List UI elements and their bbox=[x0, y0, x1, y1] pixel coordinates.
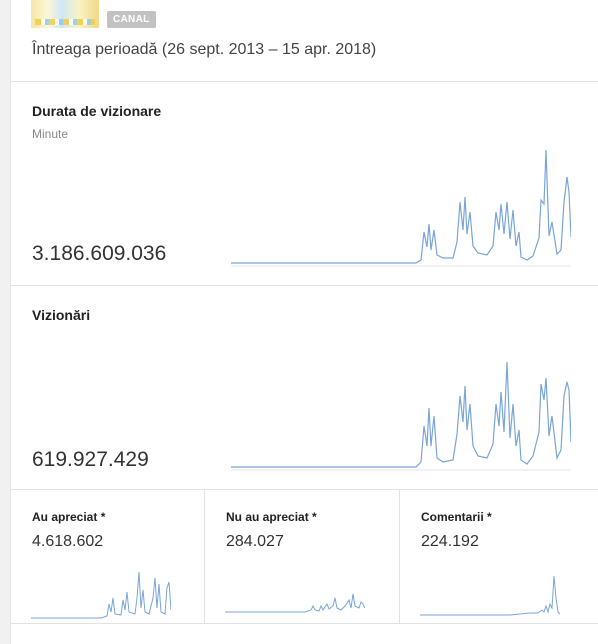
views-sparkline bbox=[231, 361, 571, 471]
dislikes-value: 284.027 bbox=[226, 533, 284, 550]
watch-time-sparkline bbox=[231, 149, 571, 267]
comments-value: 224.192 bbox=[421, 533, 479, 550]
dislikes-panel[interactable]: Nu au apreciat * 284.027 bbox=[205, 490, 400, 624]
dislikes-title: Nu au apreciat * bbox=[226, 510, 317, 524]
dislikes-sparkline bbox=[225, 593, 365, 613]
likes-panel[interactable]: Au apreciat * 4.618.602 bbox=[11, 490, 205, 624]
date-range[interactable]: Întreaga perioadă (26 sept. 2013 – 15 ap… bbox=[32, 41, 377, 58]
comments-sparkline bbox=[420, 575, 560, 616]
views-value: 619.927.429 bbox=[32, 448, 149, 471]
likes-sparkline bbox=[31, 571, 171, 619]
channel-badge: CANAL bbox=[107, 11, 156, 28]
watch-time-unit: Minute bbox=[32, 127, 69, 141]
channel-thumbnail[interactable] bbox=[31, 0, 99, 28]
comments-title: Comentarii * bbox=[421, 510, 492, 524]
likes-value: 4.618.602 bbox=[32, 533, 104, 550]
engagement-row: Au apreciat * 4.618.602 Nu au apreciat *… bbox=[11, 490, 598, 624]
comments-panel[interactable]: Comentarii * 224.192 bbox=[400, 490, 598, 624]
watch-time-value: 3.186.609.036 bbox=[32, 242, 167, 265]
views-title: Vizionări bbox=[32, 307, 91, 323]
watch-time-panel[interactable]: Durata de vizionare Minute 3.186.609.036 bbox=[11, 82, 598, 286]
views-panel[interactable]: Vizionări 619.927.429 bbox=[11, 286, 598, 490]
analytics-card: CANAL Întreaga perioadă (26 sept. 2013 –… bbox=[10, 0, 598, 644]
watch-time-title: Durata de vizionare bbox=[32, 103, 162, 119]
channel-header: CANAL Întreaga perioadă (26 sept. 2013 –… bbox=[11, 0, 598, 82]
likes-title: Au apreciat * bbox=[32, 510, 106, 524]
